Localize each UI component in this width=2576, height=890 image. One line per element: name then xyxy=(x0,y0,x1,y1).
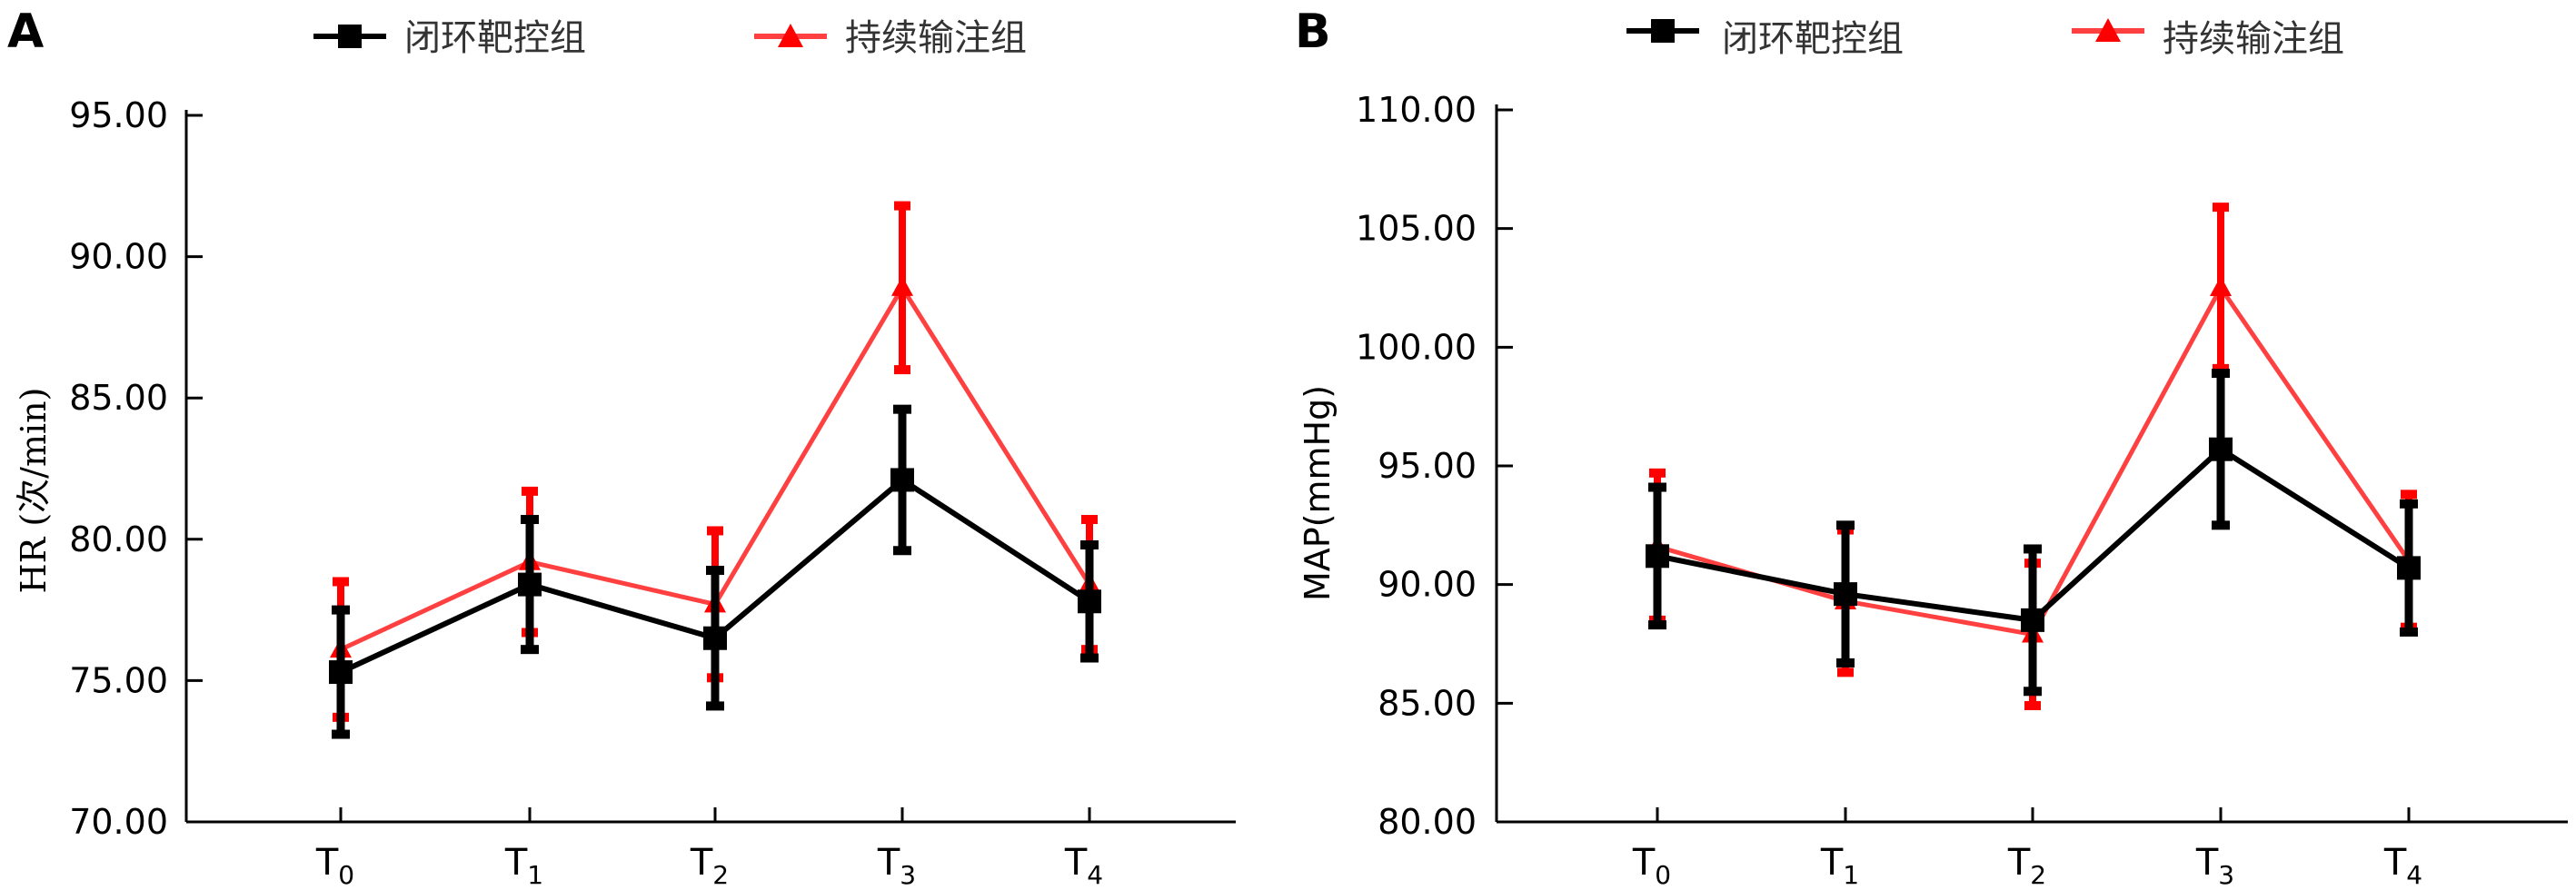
panel-b-black-error-cap-bottom xyxy=(2400,627,2418,637)
panel-b-black-error-cap-bottom xyxy=(2212,520,2230,530)
panel-a-red-error-cap-top xyxy=(522,486,538,496)
panel-a-axes: 70.00 75.00 80.00 85.00 90.00 95.00 T0 T1 T2 T3 T4 xyxy=(69,95,1236,890)
panel-a-y-tick-label: 90.00 xyxy=(69,237,168,277)
panel-b-x-tick-label: T2 xyxy=(2007,842,2046,890)
panel-a-black-square-point xyxy=(518,572,542,597)
panel-a-x-tick-label: T3 xyxy=(877,842,916,890)
panel-b-red-error-cap-bottom xyxy=(2213,363,2229,373)
panel-b-black-error-cap-bottom xyxy=(2024,687,2042,697)
panel-a-y-tick-label: 70.00 xyxy=(69,802,168,842)
legend-a-label-continuous: 持续输注组 xyxy=(845,17,1027,59)
panel-b-black-error-cap-top xyxy=(2024,544,2042,554)
panel-a-black-error-cap-bottom xyxy=(1080,653,1099,663)
legend-a-label-closed-loop: 闭环靶控组 xyxy=(404,17,586,59)
panel-a-red-triangle-point xyxy=(891,275,913,296)
panel-b-chart: B 闭环靶控组 持续输注组 MAP(mmHg) 80.00 85.00 90.00 9… xyxy=(1295,5,2568,890)
panel-a-black-error-cap-top xyxy=(332,605,350,615)
panel-a-red-error-cap-top xyxy=(1081,515,1098,525)
panel-b-x-tick-label: T4 xyxy=(2383,842,2422,890)
panel-b-black-error-cap-top xyxy=(2400,499,2418,509)
panel-b-letter: B xyxy=(1295,5,1331,59)
panel-b-black-square-point xyxy=(1646,544,1669,569)
panel-b-red-error-cap-bottom xyxy=(1837,668,1854,677)
panel-a-black-square-point xyxy=(1078,589,1101,614)
panel-a-black-error-cap-top xyxy=(893,404,911,414)
legend-b-label-closed-loop: 闭环靶控组 xyxy=(1722,18,1904,60)
panel-a-marks xyxy=(329,201,1101,739)
panel-a-x-tick-label: T1 xyxy=(504,842,543,890)
panel-b-red-error-cap-top xyxy=(2213,203,2229,213)
panel-b-legend: 闭环靶控组 持续输注组 xyxy=(1626,18,2344,60)
panel-a-chart: A 闭环靶控组 持续输注组 HR (次/min) 70.00 75.00 80.00… xyxy=(7,5,1236,890)
panel-a-y-tick-label: 80.00 xyxy=(69,519,168,559)
panel-b-x-tick-label: T1 xyxy=(1820,842,1859,890)
panel-b-marks xyxy=(1646,203,2421,710)
panel-a-black-error-cap-bottom xyxy=(332,729,350,739)
panel-b-red-triangle-point xyxy=(2210,276,2232,296)
legend-b-triangle-icon xyxy=(2095,18,2121,42)
legend-b-label-continuous: 持续输注组 xyxy=(2163,18,2344,60)
panel-b-black-square-point xyxy=(2397,556,2421,580)
panel-b-black-square-point xyxy=(2021,608,2044,632)
panel-a-y-tick-label: 85.00 xyxy=(69,378,168,418)
panel-b-y-tick-label: 100.00 xyxy=(1356,327,1477,367)
panel-b-red-error-cap-bottom xyxy=(2024,700,2041,710)
panel-a-red-error-cap-bottom xyxy=(894,365,910,375)
panel-b-black-error-cap-bottom xyxy=(1648,620,1666,630)
panel-b-black-error-cap-bottom xyxy=(1836,658,1855,668)
panel-a-black-square-point xyxy=(890,468,914,492)
panel-a-black-error-cap-bottom xyxy=(706,701,724,711)
panel-a-black-error-cap-bottom xyxy=(893,546,911,556)
panel-b-y-tick-label: 110.00 xyxy=(1356,90,1477,130)
panel-b-y-tick-label: 80.00 xyxy=(1378,802,1477,842)
panel-a-black-error-cap-top xyxy=(1080,540,1099,550)
panel-b-x-tick-label: T0 xyxy=(1632,842,1671,890)
panel-b-red-error-cap-top xyxy=(1649,468,1666,478)
panel-b-x-tick-label: T3 xyxy=(2195,842,2234,890)
panel-a-red-error-cap-top xyxy=(707,526,723,536)
panel-b-black-square-point xyxy=(2209,437,2233,461)
panel-b-y-tick-label: 85.00 xyxy=(1378,683,1477,723)
panel-a-red-error-cap-top xyxy=(894,201,910,211)
panel-a-black-error-cap-bottom xyxy=(521,645,539,655)
panel-b-black-error-cap-top xyxy=(1836,520,1855,530)
panel-b-black-square-point xyxy=(1834,582,1857,607)
panel-a-y-tick-label: 95.00 xyxy=(69,95,168,135)
panel-a-x-tick-label: T4 xyxy=(1064,842,1103,890)
panel-a-y-tick-label: 75.00 xyxy=(69,660,168,700)
panel-a-black-error-cap-top xyxy=(521,515,539,525)
panel-a-x-tick-label: T2 xyxy=(690,842,729,890)
panel-a-y-axis-label: HR (次/min) xyxy=(14,388,54,594)
panel-b-red-error-cap-top xyxy=(2401,490,2417,499)
panel-b-y-tick-label: 95.00 xyxy=(1378,446,1477,486)
panel-a-black-error-cap-top xyxy=(706,566,724,576)
panel-a-letter: A xyxy=(7,5,44,59)
panel-b-axes: 80.00 85.00 90.00 95.00 100.00 105.00 110.00 T0… xyxy=(1356,90,2568,890)
legend-a-square-icon xyxy=(338,25,362,48)
legend-a-triangle-icon xyxy=(778,24,803,47)
panel-a-legend: 闭环靶控组 持续输注组 xyxy=(313,17,1027,59)
panel-a-black-square-point xyxy=(703,626,727,650)
panel-b-y-tick-label: 105.00 xyxy=(1356,209,1477,249)
panel-b-black-error-cap-top xyxy=(1648,482,1666,492)
panel-b-black-error-cap-top xyxy=(2212,369,2230,379)
panel-b-y-axis-label: MAP(mmHg) xyxy=(1298,385,1338,601)
panel-a-black-square-point xyxy=(329,660,353,685)
panel-a-red-error-cap-top xyxy=(333,577,349,587)
panel-a-x-tick-label: T0 xyxy=(315,842,354,890)
panel-b-y-tick-label: 90.00 xyxy=(1378,565,1477,605)
legend-b-square-icon xyxy=(1651,19,1675,43)
